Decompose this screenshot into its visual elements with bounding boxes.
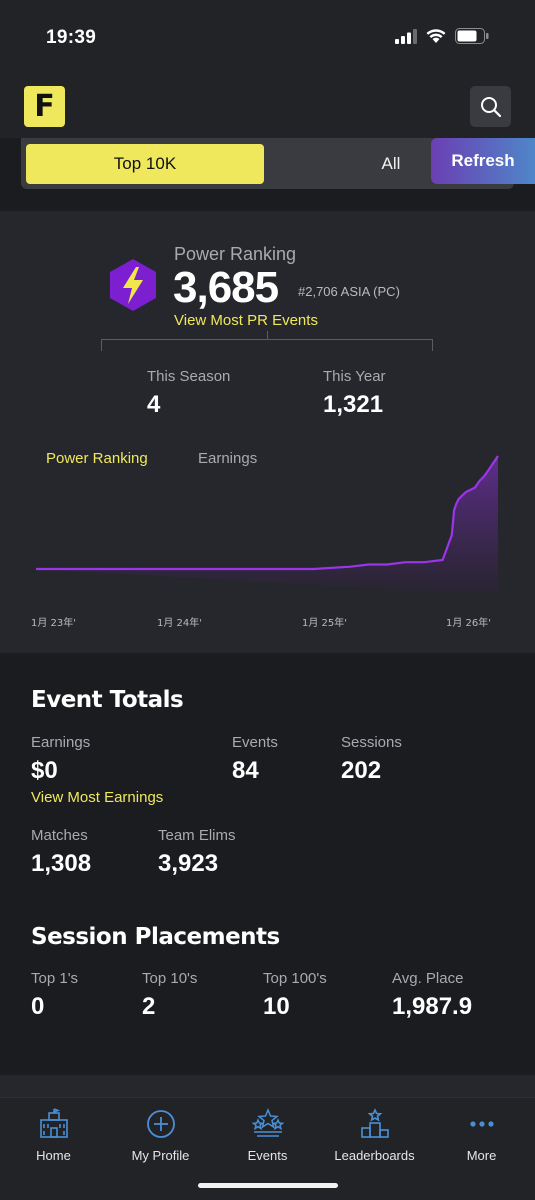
home-indicator [198,1183,338,1188]
power-ranking-chart: 1月 23年' 1月 24年' 1月 25年' 1月 26年' [31,455,499,629]
event-totals-section: Event Totals Earnings $0 View Most Earni… [0,653,535,1054]
x-tick-label: 1月 23年' [31,616,76,629]
earnings-label: Earnings [31,734,91,751]
this-season-value: 4 [147,391,161,418]
castle-icon [39,1108,68,1138]
tab-more-label: More [466,1148,497,1163]
x-tick-label: 1月 25年' [302,616,347,629]
region-rank: #2,706 ASIA (PC) [298,284,400,299]
top10-value: 2 [142,993,156,1020]
stars-icon [251,1108,284,1137]
ellipsis-icon [469,1121,494,1127]
earnings-value: $0 [31,757,58,784]
battery-icon [455,28,489,44]
chart-tab-power-ranking[interactable]: Power Ranking [46,450,148,467]
view-most-earnings-link[interactable]: View Most Earnings [31,789,164,806]
tab-leaderboards-label: Leaderboards [334,1148,415,1163]
divider-bracket-mid [267,331,268,340]
x-tick-label: 1月 24年' [157,616,202,629]
view-most-pr-events-link[interactable]: View Most PR Events [174,312,318,329]
search-button[interactable] [470,86,511,127]
tab-home-label: Home [36,1148,71,1163]
bottom-tab-bar: Home My Profile Events [0,1097,535,1200]
all-tab[interactable]: All [381,154,401,173]
x-tick-label: 1月 26年' [446,616,491,629]
tab-events-label: Events [247,1148,288,1163]
this-year-label: This Year [323,368,386,385]
this-season-label: This Season [147,368,231,385]
power-ranking-bolt-icon [110,259,156,311]
team-elims-value: 3,923 [158,850,219,877]
power-ranking-value: 3,685 [173,263,279,312]
avg-place-value: 1,987.9 [392,993,473,1020]
sessions-label: Sessions [341,734,402,751]
logo-letter: F [34,89,55,124]
tab-leaderboards[interactable]: Leaderboards [321,1108,428,1163]
divider-bracket [101,339,433,351]
matches-label: Matches [31,827,88,844]
status-time: 19:39 [46,27,97,48]
team-elims-label: Team Elims [158,827,236,844]
wifi-icon [426,29,446,43]
this-year-value: 1,321 [323,391,384,418]
chart-area-fill [36,456,498,592]
top100-value: 10 [263,993,290,1020]
chart-tab-earnings[interactable]: Earnings [198,450,258,467]
top1-value: 0 [31,993,45,1020]
search-icon [480,96,501,117]
tab-my-profile[interactable]: My Profile [107,1108,214,1163]
avg-place-label: Avg. Place [392,970,464,987]
event-totals-title: Event Totals [31,687,184,713]
status-icons [395,28,489,44]
podium-icon [360,1108,389,1138]
events-label: Events [232,734,278,751]
sessions-value: 202 [341,757,382,784]
power-ranking-label: Power Ranking [174,244,297,264]
top10k-tab[interactable]: Top 10K [26,144,264,184]
top-bar: F [0,76,535,138]
top100-label: Top 100's [263,970,327,987]
top1-label: Top 1's [31,970,79,987]
status-bar: 19:39 [0,0,535,76]
cellular-signal-icon [395,28,417,44]
events-value: 84 [232,757,259,784]
tab-my-profile-label: My Profile [131,1148,190,1163]
next-card-edge [0,1075,535,1097]
app-logo[interactable]: F [24,86,65,127]
session-placements-title: Session Placements [31,924,280,950]
tab-home[interactable]: Home [0,1108,107,1163]
tab-events[interactable]: Events [214,1108,321,1163]
power-ranking-card: Power Ranking 3,685 #2,706 ASIA (PC) Vie… [0,211,535,653]
top10-label: Top 10's [142,970,198,987]
matches-value: 1,308 [31,850,92,877]
chart-series-line [36,455,499,571]
plus-circle-icon [146,1110,175,1138]
refresh-button[interactable]: Refresh [431,138,535,184]
tab-more[interactable]: More [428,1108,535,1163]
